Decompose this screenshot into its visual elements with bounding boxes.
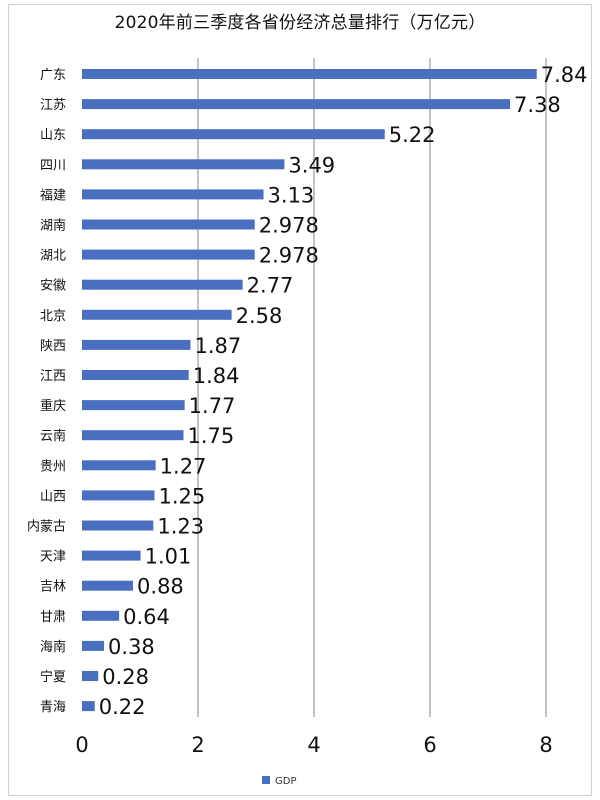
category-label: 山西 [40, 489, 66, 504]
category-label: 湖南 [40, 218, 66, 234]
bar [82, 159, 285, 170]
bar [82, 189, 264, 200]
category-label: 天津 [40, 550, 66, 565]
bar [82, 69, 537, 79]
bar [82, 129, 385, 140]
x-tick-label: 6 [423, 733, 436, 757]
bar [82, 550, 141, 561]
data-label: 7.38 [514, 93, 561, 117]
x-tick-label: 8 [539, 733, 552, 757]
category-label: 山东 [40, 128, 66, 143]
category-label: 贵州 [40, 459, 66, 474]
data-label: 1.75 [188, 424, 235, 448]
legend-label: GDP [275, 776, 296, 787]
data-label: 0.38 [108, 635, 155, 659]
bar [82, 610, 120, 621]
category-label: 陕西 [40, 339, 66, 354]
bar [82, 430, 184, 441]
bar [82, 490, 155, 501]
data-label: 0.64 [123, 605, 170, 629]
data-label: 0.88 [137, 575, 184, 599]
data-label: 1.77 [189, 394, 236, 418]
category-label: 江西 [40, 369, 66, 384]
x-tick-label: 2 [191, 733, 204, 757]
bar [82, 249, 255, 260]
category-label: 云南 [40, 428, 66, 444]
category-label: 四川 [40, 158, 66, 173]
bar [82, 99, 511, 110]
bar [82, 701, 95, 712]
category-label: 北京 [40, 309, 66, 324]
bar [82, 219, 255, 230]
data-label: 1.01 [145, 545, 192, 569]
data-label: 1.25 [159, 484, 206, 508]
bar [82, 580, 134, 591]
category-label: 内蒙古 [27, 519, 66, 535]
data-label: 3.13 [268, 183, 315, 207]
category-label: 福建 [40, 188, 66, 203]
category-label: 江苏 [40, 97, 66, 113]
data-label: 1.27 [160, 454, 207, 478]
bar [82, 339, 191, 350]
bar [82, 640, 105, 651]
category-label: 宁夏 [40, 669, 66, 685]
category-label: 重庆 [40, 398, 66, 414]
x-tick-label: 0 [75, 733, 88, 757]
legend-swatch [262, 776, 270, 784]
data-label: 1.23 [157, 515, 204, 539]
bar [82, 671, 99, 681]
category-label: 海南 [40, 639, 66, 655]
data-label: 2.58 [236, 304, 283, 328]
category-label: 安徽 [40, 279, 66, 294]
category-label: 吉林 [40, 580, 66, 595]
category-label: 青海 [40, 700, 66, 715]
data-label: 7.84 [541, 63, 588, 87]
category-label: 湖北 [40, 249, 66, 264]
bar [82, 370, 189, 380]
category-label: 甘肃 [40, 610, 66, 625]
category-label: 广东 [40, 68, 66, 83]
data-label: 2.978 [259, 244, 319, 268]
bar [82, 309, 232, 320]
data-label: 2.978 [259, 214, 319, 238]
data-label: 3.49 [288, 153, 335, 177]
data-label: 1.87 [194, 334, 241, 358]
bar [82, 279, 243, 290]
x-tick-label: 4 [307, 733, 320, 757]
data-label: 0.22 [99, 695, 146, 719]
chart-title: 2020年前三季度各省份经济总量排行（万亿元） [114, 13, 486, 33]
data-label: 2.77 [247, 274, 294, 298]
data-label: 0.28 [102, 665, 149, 689]
chart-frame [8, 4, 592, 796]
data-label: 1.84 [193, 364, 240, 388]
bar [82, 460, 156, 471]
bar [82, 400, 185, 411]
bar [82, 520, 154, 531]
data-label: 5.22 [389, 123, 436, 147]
